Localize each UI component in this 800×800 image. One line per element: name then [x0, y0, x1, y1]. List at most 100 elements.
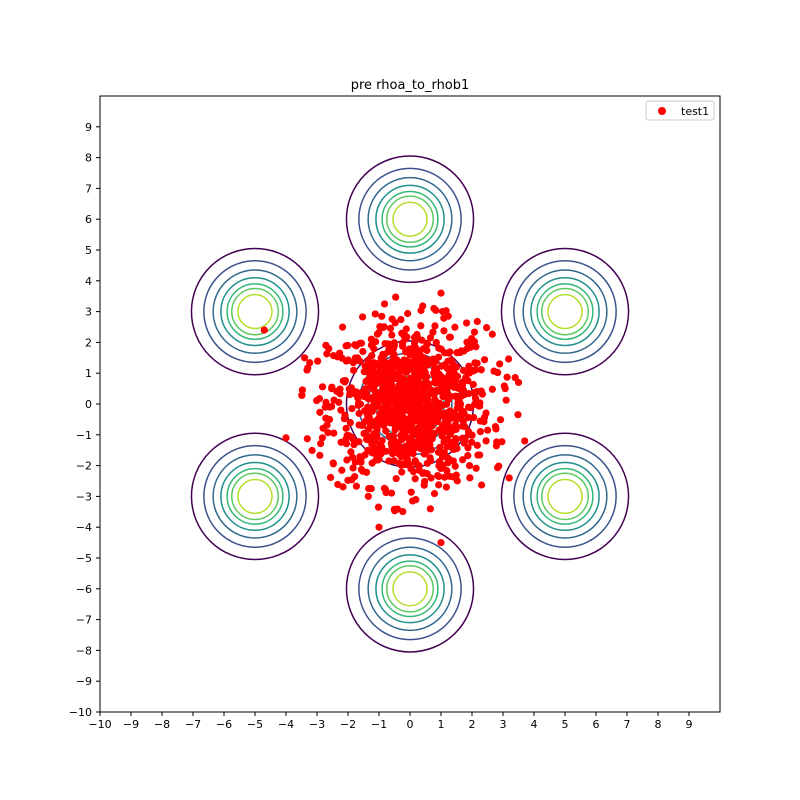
data-point: [357, 458, 365, 466]
contour-ring: [212, 269, 298, 354]
y-tick-label: −8: [76, 644, 92, 657]
data-point: [477, 481, 486, 489]
data-point: [375, 362, 383, 370]
data-point: [430, 489, 439, 498]
data-point: [425, 411, 433, 419]
data-point: [342, 424, 350, 432]
data-point: [413, 397, 421, 406]
data-point: [464, 427, 472, 435]
data-point: [356, 357, 364, 365]
data-point: [355, 438, 363, 446]
data-point: [348, 433, 356, 441]
data-point: [414, 417, 422, 425]
contour-ring: [513, 260, 617, 364]
data-point: [348, 404, 356, 413]
data-point: [324, 428, 332, 437]
data-point: [354, 394, 362, 402]
data-point: [306, 359, 314, 367]
data-point: [372, 338, 380, 346]
data-point: [431, 396, 439, 404]
data-point: [328, 402, 336, 411]
data-point: [478, 390, 486, 398]
scatter-points: [260, 289, 529, 547]
contour-ring: [231, 472, 279, 521]
data-point: [410, 359, 419, 367]
data-point: [392, 474, 400, 483]
data-point: [389, 432, 397, 440]
data-point: [341, 411, 349, 419]
data-point: [432, 338, 440, 347]
data-point: [421, 343, 430, 352]
data-point: [377, 389, 386, 397]
data-point: [282, 434, 290, 442]
data-point: [339, 483, 347, 491]
contour-ring: [345, 155, 475, 284]
data-point: [385, 457, 393, 465]
data-point: [482, 437, 490, 445]
data-point: [419, 302, 427, 310]
data-point: [473, 441, 481, 449]
data-point: [492, 425, 500, 433]
legend-label: test1: [681, 105, 709, 118]
data-point: [357, 465, 366, 474]
data-point: [480, 418, 488, 426]
contour-ring: [500, 247, 630, 376]
data-point: [351, 458, 359, 466]
data-point: [364, 425, 373, 433]
data-point: [402, 451, 410, 459]
data-point: [355, 409, 363, 418]
contour-ring: [381, 560, 439, 618]
data-point: [397, 461, 405, 469]
contour-ring: [358, 167, 462, 271]
data-point: [437, 464, 445, 473]
data-point: [431, 378, 439, 387]
data-point: [444, 418, 452, 426]
data-point: [502, 396, 510, 404]
data-point: [471, 394, 480, 402]
x-tick-label: 0: [407, 718, 414, 731]
data-point: [319, 424, 327, 432]
contour-ring: [226, 467, 284, 525]
x-tick-label: 1: [438, 718, 445, 731]
y-tick-label: 8: [85, 152, 92, 165]
data-point: [444, 349, 453, 357]
data-point: [521, 437, 529, 445]
contour-ring: [220, 461, 290, 532]
data-point: [464, 452, 472, 460]
data-point: [428, 387, 436, 395]
contour-ring: [392, 571, 428, 607]
data-point: [390, 413, 398, 421]
data-point: [342, 357, 350, 365]
data-point: [354, 401, 362, 409]
data-point: [437, 539, 445, 547]
data-point: [390, 339, 398, 347]
contour-ring: [358, 537, 462, 641]
data-point: [429, 360, 437, 368]
data-point: [407, 465, 415, 473]
contour-ring: [345, 524, 475, 653]
data-point: [412, 496, 420, 504]
data-point: [432, 306, 440, 314]
data-point: [424, 380, 432, 388]
data-point: [415, 462, 423, 470]
data-point: [374, 453, 382, 461]
x-tick-label: −3: [309, 718, 325, 731]
data-point: [330, 429, 338, 437]
data-point: [342, 435, 350, 444]
data-point: [472, 464, 480, 472]
contour-ring: [237, 293, 273, 330]
data-point: [446, 333, 454, 341]
data-point: [488, 385, 496, 393]
data-point: [365, 417, 373, 425]
data-point: [505, 474, 513, 482]
data-point: [470, 413, 478, 422]
data-point: [371, 310, 379, 318]
contour-ring: [190, 432, 320, 561]
data-point: [425, 402, 433, 410]
data-point: [435, 406, 443, 415]
data-point: [438, 432, 446, 440]
data-point: [514, 378, 523, 387]
data-point: [344, 476, 352, 484]
data-point: [315, 395, 324, 403]
y-tick-label: 4: [85, 275, 92, 288]
